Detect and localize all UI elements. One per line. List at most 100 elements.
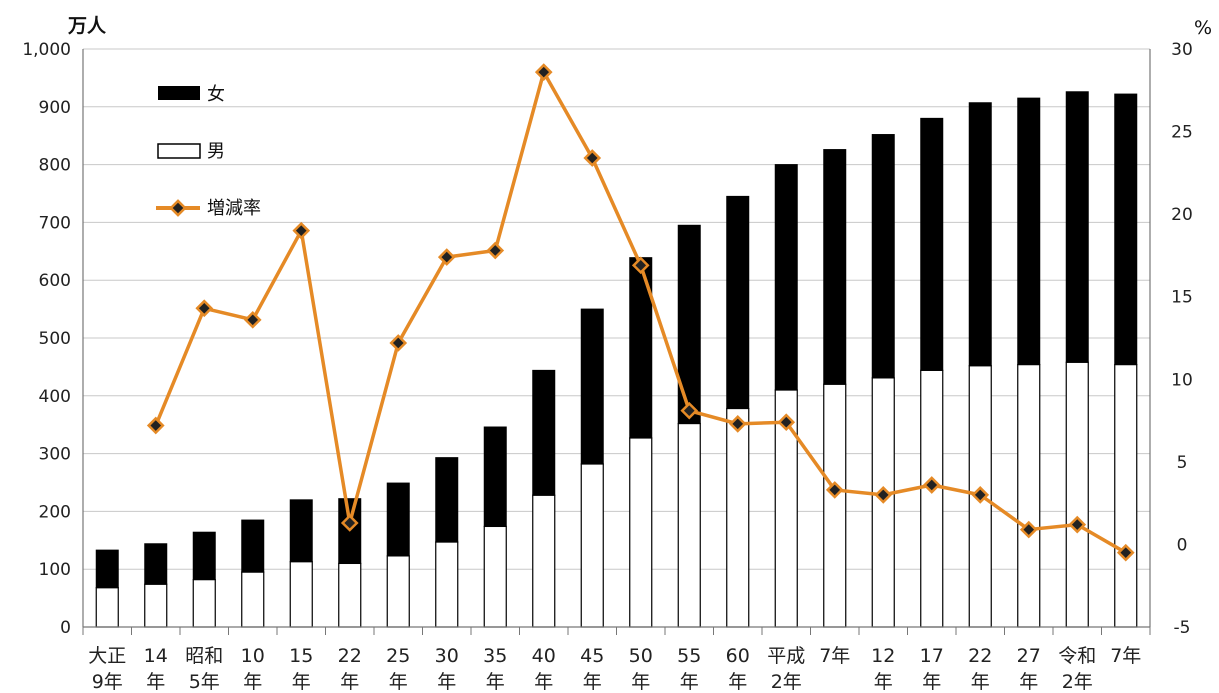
bar-female [435,457,459,543]
bar-male [289,561,313,628]
category-label: 22 [338,645,362,667]
category-label: 35 [483,645,507,667]
category-label: 年 [874,671,893,693]
growth-rate-marker [631,256,650,275]
category-label: 年 [437,671,456,693]
bar-female [677,224,701,425]
right-tick-label: 0 [1177,535,1188,555]
legend-male-swatch [157,143,201,159]
category-label: 令和 [1058,645,1096,667]
bar-male [823,383,847,628]
category-label: 年 [1019,671,1038,693]
growth-rate-marker [971,486,990,504]
bar-male [435,541,459,628]
category-label: 年 [971,671,990,693]
growth-rate-marker [437,248,456,266]
bar-female [580,308,604,465]
right-tick-label: 10 [1171,370,1193,390]
right-tick-label: 25 [1171,123,1193,143]
bar-male [532,494,556,628]
category-label: 年 [631,671,650,693]
bar-male [580,463,604,628]
left-tick-label: 1,000 [22,40,71,60]
bar-male [483,525,507,628]
category-label: 60 [726,645,750,667]
legend-line-label: 増減率 [207,198,261,219]
right-tick-label: 5 [1177,453,1188,473]
category-label: 5年 [189,671,220,693]
legend-female-swatch [158,86,200,100]
category-label: 30 [435,645,459,667]
left-tick-label: 900 [39,98,71,118]
category-label: 年 [922,671,941,693]
bar-female [968,102,992,367]
bar-female [144,543,168,585]
growth-rate-marker [195,299,214,318]
axes [82,49,1151,635]
category-label: 9年 [92,671,123,693]
bar-female [386,482,410,557]
right-tick-label: -5 [1174,618,1191,638]
left-tick-label: 0 [60,618,71,638]
bar-female [871,134,895,379]
category-labels: 大正9年14年昭和5年10年15年22年25年30年35年40年45年50年55… [88,645,1141,693]
category-label: 年 [728,671,747,693]
bar-male [677,422,701,628]
bar-male [920,369,944,628]
category-label: 年 [680,671,699,693]
gridlines [83,48,1150,570]
category-label: 年 [340,671,359,693]
category-label: 7年 [819,645,850,667]
bar-male [1114,363,1138,628]
category-label: 22 [968,645,992,667]
category-label: 17 [920,645,944,667]
bar-female [920,117,944,371]
category-label: 昭和 [185,645,223,667]
category-label: 25 [386,645,410,667]
growth-rate-marker [389,334,408,352]
left-tick-label: 400 [39,387,71,407]
bar-male [192,579,216,628]
growth-rate-marker [292,221,311,240]
left-tick-label: 800 [39,156,71,176]
growth-rate-marker [777,413,796,432]
bar-female [1065,91,1089,363]
growth-rate-marker [1019,520,1038,539]
category-label: 10 [241,645,265,667]
growth-rate-marker [680,401,699,420]
right-tick-label: 30 [1171,40,1193,60]
bar-female [823,149,847,385]
bar-male [95,587,119,628]
bar-female [1114,93,1138,366]
bar-male [241,571,265,628]
category-label: 50 [629,645,653,667]
growth-rate-marker [534,63,553,81]
growth-rate-marker [728,415,747,433]
growth-rate-marker [486,241,505,260]
growth-rate-marker [243,310,262,329]
bar-female [774,164,798,391]
growth-rate-marker [583,149,602,167]
left-axis-unit: 万人 [67,15,107,37]
bar-male [629,437,653,628]
category-label: 平成 [767,645,805,667]
category-label: 2年 [771,671,802,693]
bars [95,91,1138,628]
growth-rate-marker [874,486,893,504]
category-label: 年 [486,671,505,693]
growth-rate-marker [922,476,941,494]
category-label: 年 [243,671,262,693]
growth-rate-marker [146,416,165,435]
bar-female [726,195,750,410]
bar-male [144,583,168,628]
category-label: 15 [289,645,313,667]
left-tick-label: 500 [39,329,71,349]
right-tick-label: 20 [1171,205,1193,225]
category-label: 年 [146,671,165,693]
right-tick-label: 15 [1171,288,1193,308]
legend-male-label: 男 [207,141,225,162]
left-tick-label: 700 [39,213,71,233]
category-label: 年 [292,671,311,693]
category-label: 2年 [1062,671,1093,693]
growth-rate-line [146,63,1135,562]
